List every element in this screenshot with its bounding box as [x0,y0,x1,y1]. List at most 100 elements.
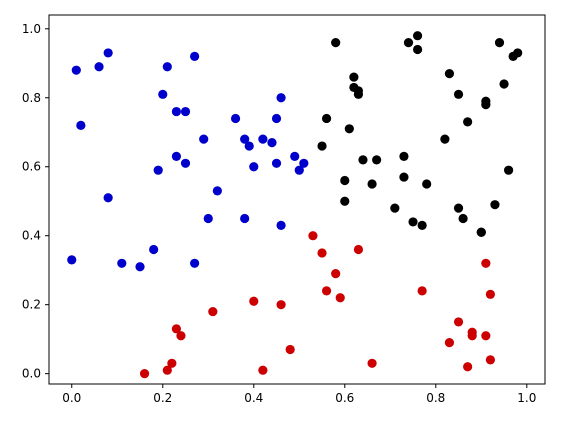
data-point [321,286,332,296]
data-point [494,37,505,48]
data-point [485,289,495,299]
data-point [294,165,304,175]
data-point [276,93,286,103]
data-point [467,331,477,341]
data-point [176,331,186,341]
data-point [208,306,218,317]
data-point [340,196,350,206]
data-point [167,358,177,368]
data-point [408,217,418,227]
data-point [481,258,491,268]
data-point [422,179,432,189]
data-point [180,158,191,168]
y-tick-label: 0.2 [22,298,41,312]
data-point [212,186,222,196]
data-point [367,179,377,189]
data-point [440,134,450,144]
data-point [249,296,259,306]
data-point [203,213,213,224]
data-point [299,158,309,168]
data-point [453,89,464,99]
data-point [171,324,182,334]
x-tick-label: 1.0 [517,391,536,405]
data-point [67,255,77,265]
data-point [139,369,150,379]
data-point [331,269,341,279]
data-point [390,203,400,213]
data-point [71,65,81,75]
data-point [444,69,455,79]
data-point [276,220,286,230]
data-point [162,365,172,375]
data-point [290,151,300,161]
data-point [485,355,495,365]
y-tick-label: 0.0 [22,367,41,381]
axes: 0.0 0.2 0.4 0.6 0.8 1.0 0.0 0.2 0.4 0.6 0.8 1.0 [22,14,546,405]
data-point [258,134,268,144]
data-point [171,151,182,161]
data-point [171,106,182,117]
data-point [513,48,523,58]
axes-frame [48,14,546,385]
data-point [271,158,282,168]
data-point [344,124,354,134]
data-point [417,220,427,230]
data-point [481,100,491,110]
data-point [331,37,341,48]
y-tick-label: 0.6 [22,160,41,174]
data-point [267,137,277,148]
data-point [190,258,200,268]
data-point [412,44,423,55]
data-point [349,72,359,82]
data-point [490,200,500,210]
data-point [76,120,86,130]
data-point [180,106,191,117]
data-point [244,141,254,151]
y-tick-label: 0.4 [22,229,41,243]
data-point [372,155,382,165]
data-point [399,151,409,161]
data-point [240,134,250,144]
data-point [271,113,282,124]
data-point [417,286,427,296]
data-point [481,331,491,341]
data-point [353,89,364,99]
data-point [499,79,509,89]
data-point [399,172,409,182]
data-point [503,165,514,175]
data-point [358,155,368,165]
y-tick-label: 1.0 [22,22,41,36]
data-point [153,165,163,175]
x-tick-label: 0.4 [244,391,263,405]
y-tick-label: 0.8 [22,91,41,105]
data-point [276,300,286,310]
data-point [258,365,268,375]
data-point [367,358,377,368]
data-point [458,213,468,224]
data-point [340,175,350,186]
data-point [240,213,250,224]
data-point [103,193,113,203]
data-point [117,258,127,268]
data-point [285,344,295,355]
x-tick-label: 0.2 [153,391,172,405]
data-point [149,244,159,255]
x-tick-label: 0.0 [62,391,81,405]
data-point [190,51,200,61]
data-point [412,31,423,41]
data-point [162,62,172,72]
data-point [158,89,168,99]
data-point [317,248,327,258]
data-point [103,48,113,58]
x-tick-label: 0.6 [335,391,354,405]
data-point [335,293,345,303]
data-point [321,113,332,124]
data-point [353,244,364,255]
data-points [67,31,523,379]
data-point [444,338,455,348]
x-tick-label: 0.8 [426,391,445,405]
data-point [230,113,241,124]
data-point [199,134,209,144]
data-point [249,162,259,172]
